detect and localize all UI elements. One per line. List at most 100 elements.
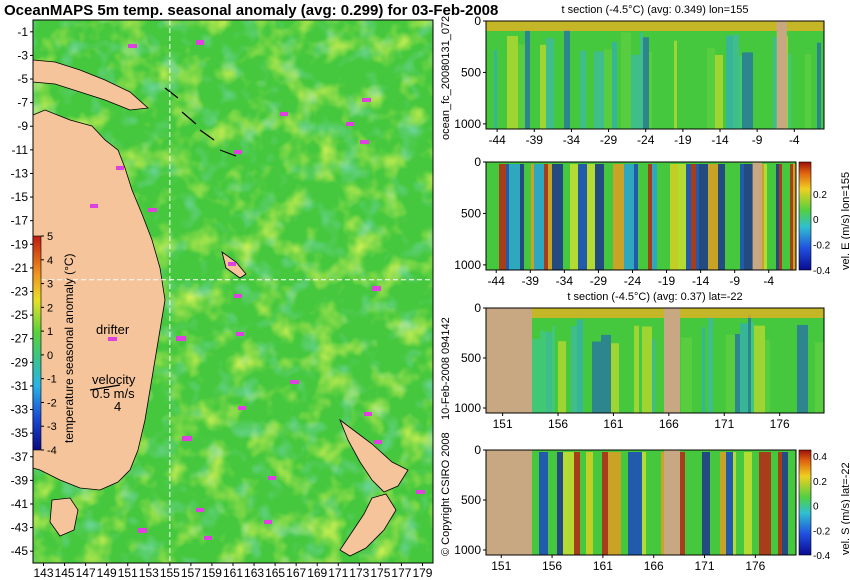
map-x-tick-label: 147 [76,566,96,580]
section-band [594,51,604,129]
section-band [544,164,548,270]
map-x-tick-label: 179 [412,566,432,580]
map-x-tick-label: 155 [160,566,180,580]
map-y-tick-label: -41 [11,497,29,511]
section-band [720,452,726,555]
drifter [138,528,147,533]
section-band [604,164,613,270]
section-band [665,41,674,130]
section-x-tick-label: -19 [658,274,676,288]
section-band [740,164,744,270]
section-band [771,164,776,270]
section-land [776,21,787,129]
section-band [546,38,554,130]
map-y-tick-label: -45 [11,544,29,558]
section-frame [485,161,797,271]
section-band [601,334,611,413]
section-y-tick-label: 500 [461,65,481,79]
velocity-colorbar-tick-label: 0.4 [813,452,827,463]
section-x-tick-label: -39 [526,133,544,147]
section-band [602,452,608,555]
section-band [524,164,531,270]
map-y-tick-label: -7 [17,96,28,110]
section-band [563,164,570,270]
section-band [744,164,753,270]
section-band [653,452,661,555]
section-band [821,53,824,129]
drifter [238,406,246,410]
section-band [674,40,677,130]
section-band [525,30,530,129]
section-band [639,326,642,413]
drifter [374,440,382,444]
land-nz-north [339,418,409,493]
section-band [710,452,720,555]
drifter-label: drifter [96,322,130,337]
section-x-tick-label: -34 [556,274,574,288]
map-y-tick-label: -3 [17,48,28,62]
section-band [788,452,793,555]
section-x-tick-label: 171 [714,417,734,431]
section-band [805,53,811,129]
section-band [659,332,667,413]
map-x-tick-label: 167 [286,566,306,580]
section-y-tick-label: 0 [474,443,481,457]
section-band [679,452,685,555]
land-solomons [164,87,237,157]
section-band [815,342,824,413]
section-band [660,41,665,129]
drifter [196,40,204,45]
section-band [787,326,797,413]
section-x-tick-label: -14 [692,274,710,288]
drifter [362,98,371,102]
section-band [759,452,768,555]
velocity-scale-label: 0.5 m/s [92,386,135,401]
section-band [634,164,638,270]
section-band [566,327,571,413]
section-band [718,164,725,270]
section-y-tick-label: 0 [474,301,481,315]
section-band [628,452,639,555]
section-band [621,32,631,129]
drifter-legend-marker [108,337,117,341]
section-x-tick-label: -24 [637,133,655,147]
section-frame [485,449,797,556]
section-x-tick-label: 176 [745,559,765,573]
section-band [639,452,642,555]
section-land [664,450,680,555]
section-band [705,319,708,413]
section-band [507,35,518,129]
section-band [587,164,595,270]
map-y-tick-label: -21 [11,261,29,275]
section-band [501,52,507,129]
section-band [612,42,617,129]
section-panel-2: -44 -39 -34 -29 -24 -19 -14 -9 -4 0 500 1000 0.2 0 -0.… [454,155,850,288]
section-band [735,334,740,413]
section-band [782,164,790,270]
section-band [570,52,580,129]
section-band [630,342,634,413]
section-band [777,327,787,413]
section-band [531,164,534,270]
section-band [557,452,563,555]
map-x-tick-label: 173 [349,566,369,580]
section-x-tick-label: -4 [763,274,774,288]
map-y-tick-label: -1 [17,25,28,39]
section-band [548,452,557,555]
map-x-tick-label: 175 [370,566,390,580]
map-y-tick-label: -37 [11,450,29,464]
section-band [486,164,492,270]
section-band [649,52,652,129]
section-y-tick-label: 1000 [454,117,481,131]
map-y-tick-label: -35 [11,426,29,440]
velocity-colorbar-label: vel. S (m/s) lat=-22 [840,462,850,555]
section-band [733,452,736,555]
section-band [570,164,578,270]
section-y-tick-label: 1000 [454,401,481,415]
map-y-tick-label: -27 [11,332,29,346]
section-band [552,164,563,270]
section-band [558,341,566,413]
section-x-tick-label: -9 [752,133,763,147]
map-y-tick-label: -17 [11,214,29,228]
section-band [624,164,634,270]
